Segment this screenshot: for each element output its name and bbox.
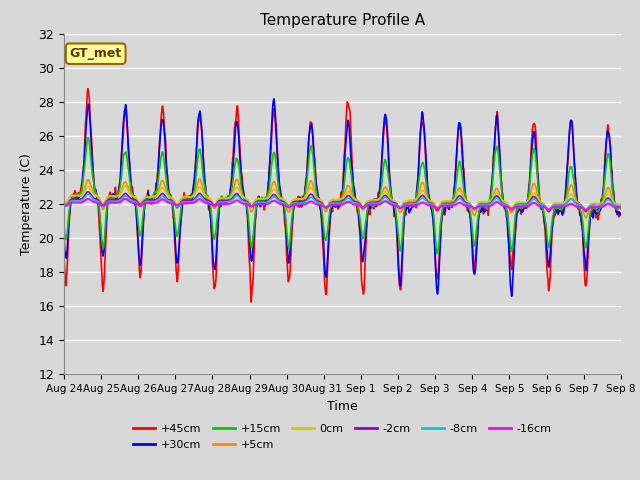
X-axis label: Time: Time — [327, 400, 358, 413]
Legend: +45cm, +30cm, +15cm, +5cm, 0cm, -2cm, -8cm, -16cm: +45cm, +30cm, +15cm, +5cm, 0cm, -2cm, -8… — [129, 420, 556, 454]
Text: GT_met: GT_met — [70, 47, 122, 60]
Title: Temperature Profile A: Temperature Profile A — [260, 13, 425, 28]
Y-axis label: Temperature (C): Temperature (C) — [20, 153, 33, 255]
